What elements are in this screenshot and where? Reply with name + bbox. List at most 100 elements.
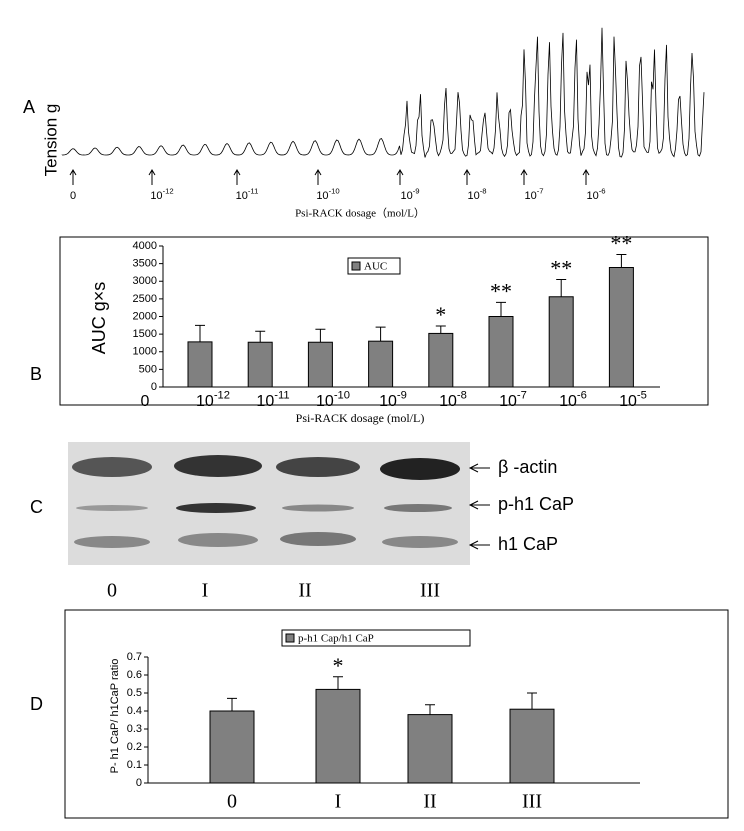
dose-arrow: [396, 169, 404, 185]
y-tick-label: 500: [139, 363, 157, 375]
y-label: AUC g×s: [89, 282, 109, 355]
x-tick-label-base: 0: [141, 393, 150, 410]
x-tick-label-exp: -7: [517, 390, 527, 402]
error-bar: [195, 324, 205, 342]
panel-label: D: [30, 694, 43, 714]
y-tick-label: 3500: [133, 258, 157, 270]
significance: **: [490, 278, 512, 303]
panel-b-frame: [59, 236, 709, 406]
blot-bands: [72, 455, 460, 548]
dose-arrow: [233, 169, 241, 185]
bar: [488, 316, 514, 388]
significance: **: [610, 231, 632, 256]
dose-label-exp: -8: [480, 187, 487, 196]
y-tick-label: 1000: [133, 346, 157, 358]
y-tick-label: 0: [136, 777, 142, 789]
dose-label: 10-12: [150, 187, 173, 202]
bar: [187, 341, 213, 388]
dose-label: 10-9: [400, 187, 419, 202]
dose-arrow: [463, 169, 471, 185]
panel-label: B: [30, 364, 42, 384]
bar: [428, 332, 454, 388]
y-tick-label: 1500: [133, 328, 157, 340]
x-tick-label-base: 10: [256, 393, 274, 410]
band-label: h1 CaP: [498, 534, 558, 554]
dose-label-base: 10: [236, 190, 248, 202]
x-tick-label: 10-5: [619, 390, 647, 411]
tension-trace: [61, 27, 705, 158]
error-bar: [227, 697, 237, 711]
x-tick-label: 10-12: [196, 390, 230, 411]
x-tick-label: 10-8: [439, 390, 467, 411]
band-arrow: [468, 540, 490, 550]
bar: [548, 296, 574, 388]
y-tick-label: 0.4: [127, 705, 142, 717]
bar: [509, 708, 555, 784]
error-bar: [496, 301, 506, 317]
error-bar: [255, 330, 266, 343]
x-tick-label: II: [423, 791, 436, 813]
x-tick-label-base: 10: [619, 393, 637, 410]
dose-arrow: [314, 169, 322, 185]
panel-label: C: [30, 497, 43, 517]
bar: [407, 714, 453, 784]
bar: [315, 688, 361, 784]
bar: [608, 267, 634, 388]
y-tick-label: 3000: [133, 275, 157, 287]
x-tick-label-base: 10: [316, 393, 334, 410]
band-arrow: [468, 463, 490, 473]
dose-arrow: [69, 169, 77, 185]
dose-label: 10-8: [467, 187, 486, 202]
y-tick-label: 2500: [133, 293, 157, 305]
y-tick-label: 0.6: [127, 669, 142, 681]
x-tick-label-exp: -6: [577, 390, 587, 402]
bar: [307, 341, 333, 388]
dose-arrow: [148, 169, 156, 185]
dose-label: 10-6: [586, 187, 605, 202]
x-tick-label-base: 10: [499, 393, 517, 410]
x-tick-label: 10-10: [316, 390, 350, 411]
legend-box: [281, 629, 471, 647]
error-bar: [435, 325, 446, 334]
x-tick-label-exp: -10: [334, 390, 350, 402]
dose-label-base: 10: [150, 190, 162, 202]
dose-arrow: [520, 169, 528, 185]
lane-label: 0: [107, 580, 117, 602]
dose-label: 0: [70, 190, 76, 202]
y-tick-label: 0.5: [127, 687, 142, 699]
lane-label: II: [298, 580, 311, 602]
x-tick-label-exp: -8: [457, 390, 467, 402]
x-tick-label-base: 10: [196, 393, 214, 410]
dose-label: 10-10: [316, 187, 339, 202]
band-label: p-h1 CaP: [498, 494, 574, 514]
bar: [209, 710, 255, 784]
bar: [368, 340, 394, 388]
significance: *: [435, 302, 446, 327]
dose-label-exp: -6: [599, 187, 606, 196]
dose-label-base: 10: [524, 190, 536, 202]
x-label: Psi-RACK dosage (mol/L): [296, 411, 425, 425]
x-label: Psi-RACK dosage（mol/L）: [295, 207, 425, 220]
x-tick-label-exp: -9: [397, 390, 407, 402]
x-tick-label: 10-7: [499, 390, 527, 411]
dose-label-base: 10: [467, 190, 479, 202]
band-arrow: [468, 500, 490, 510]
x-tick-label-base: 10: [559, 393, 577, 410]
bar: [247, 341, 273, 388]
lane-label: III: [420, 580, 440, 602]
legend-label: AUC: [364, 261, 387, 273]
dose-label-base: 10: [586, 190, 598, 202]
band-label: β -actin: [498, 457, 557, 477]
dose-label-exp: -11: [248, 187, 259, 196]
dose-arrow: [582, 169, 590, 185]
x-tick-label: III: [522, 791, 542, 813]
dose-label-base: 0: [70, 190, 76, 202]
y-tick-label: 0.2: [127, 741, 142, 753]
dose-label-exp: -10: [329, 187, 340, 196]
x-tick-label: 0: [141, 393, 150, 410]
x-tick-label: 10-6: [559, 390, 587, 411]
x-tick-label: 10-11: [256, 390, 289, 411]
y-tick-label: 4000: [133, 240, 157, 252]
